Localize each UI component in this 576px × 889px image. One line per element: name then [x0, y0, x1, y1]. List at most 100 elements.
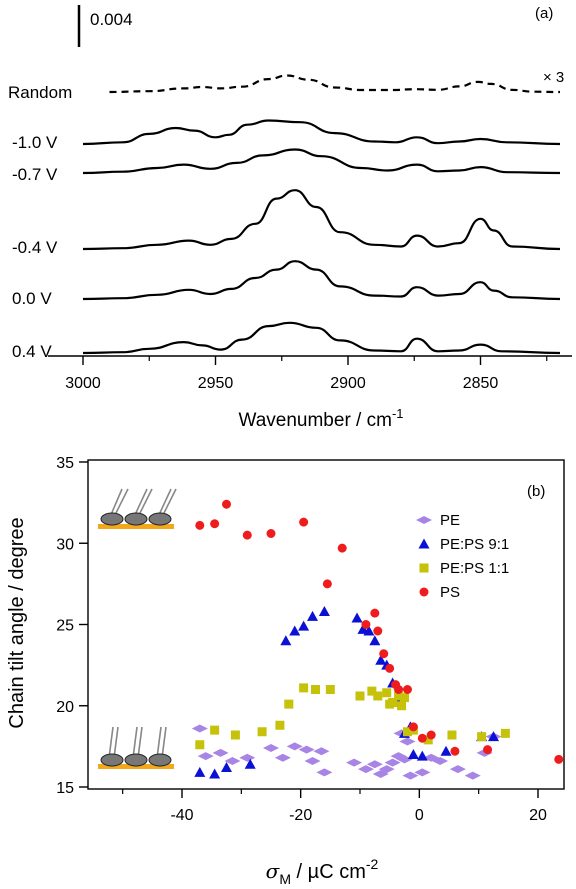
data-point — [298, 745, 315, 754]
panel-b-points — [191, 499, 564, 780]
data-point — [289, 625, 301, 636]
x-tick-label: -20 — [289, 807, 312, 824]
data-point — [416, 750, 428, 761]
data-point — [244, 758, 256, 769]
data-point — [361, 620, 371, 629]
spectrum-label: 0.4 V — [12, 342, 52, 361]
data-point — [230, 730, 240, 740]
legend: PE PE:PS 9:1 PE:PS 1:1 PS — [416, 512, 509, 601]
legend-marker — [416, 516, 432, 524]
data-point — [414, 768, 431, 777]
panel-a-x-ticks: 3000 2950 2900 2850 — [65, 356, 548, 392]
data-point — [399, 737, 416, 746]
data-point — [500, 728, 510, 738]
panel-b-x-axis-title: σM / µC cm-2 — [266, 856, 379, 887]
scale-bar-label: 0.004 — [90, 10, 133, 29]
data-point — [396, 755, 413, 764]
x-tick-label: 2900 — [330, 375, 366, 392]
data-point — [266, 529, 276, 538]
panel-a-curves — [82, 74, 561, 355]
data-point — [402, 727, 412, 737]
data-point — [375, 654, 387, 665]
data-point — [318, 606, 330, 616]
data-point — [242, 530, 252, 540]
data-point — [554, 754, 564, 764]
data-point — [402, 685, 412, 694]
panel-b-x-ticks: -40 -20 0 20 — [122, 789, 547, 824]
random-multiplier-label: × 3 — [543, 69, 564, 86]
sigma-symbol: σ — [266, 859, 281, 883]
data-point — [394, 685, 404, 694]
data-point — [369, 635, 381, 646]
x-tick-label: 0 — [415, 807, 424, 824]
data-point — [337, 543, 347, 553]
spectrum-label: 0.0 V — [12, 289, 52, 308]
data-point — [210, 519, 220, 529]
spectrum-label: -1.0 V — [12, 133, 58, 152]
x-tick-label: 2950 — [198, 375, 234, 392]
x-tick-label: 20 — [529, 807, 547, 824]
data-point — [373, 626, 383, 636]
panel-a-x-axis-title: Wavenumber / cm-1 — [238, 406, 403, 431]
data-point — [382, 688, 392, 698]
legend-marker — [418, 538, 430, 549]
data-point — [222, 499, 231, 509]
data-point — [407, 749, 419, 759]
spectrum-label: -0.4 V — [12, 238, 58, 257]
data-point — [224, 757, 241, 765]
panel-a-x-axis-title-sup: -1 — [392, 406, 404, 421]
panel-b-y-ticks: 15 20 25 30 35 — [56, 455, 88, 797]
legend-marker — [419, 587, 429, 597]
data-point — [274, 753, 291, 762]
data-point — [432, 757, 449, 765]
legend-label: PS — [440, 584, 460, 601]
data-point — [275, 720, 285, 730]
data-point — [209, 768, 221, 779]
data-point — [299, 517, 309, 527]
data-point — [304, 757, 321, 765]
data-point — [397, 701, 407, 711]
data-point — [286, 742, 303, 751]
data-point — [449, 765, 466, 774]
data-point — [426, 730, 436, 740]
data-point — [483, 745, 493, 755]
data-point — [408, 722, 418, 732]
panel-a: 0.004 (a) × 3 Random -1.0 V -0.7 V -0.4 V 0.… — [8, 5, 572, 431]
legend-label: PE:PS 1:1 — [440, 560, 509, 577]
data-point — [346, 758, 363, 767]
data-point — [351, 612, 363, 623]
data-point — [239, 753, 256, 762]
legend-label: PE:PS 9:1 — [440, 536, 509, 553]
panel-a-curve-labels: Random -1.0 V -0.7 V -0.4 V 0.0 V 0.4 V — [8, 83, 72, 361]
data-point — [379, 649, 389, 659]
x-tick-label: -40 — [170, 807, 193, 824]
data-point — [298, 620, 310, 631]
data-point — [450, 746, 460, 756]
data-point — [394, 691, 404, 701]
spectrum-label: Random — [8, 83, 72, 102]
data-point — [423, 735, 433, 745]
panel-b-y-axis-title: Chain tilt angle / degree — [6, 517, 28, 728]
x-tick-label: 2850 — [463, 375, 499, 392]
data-point — [325, 685, 335, 694]
data-point — [385, 699, 395, 709]
data-point — [370, 608, 380, 618]
data-point — [197, 752, 214, 761]
legend-label: PE — [440, 512, 460, 529]
data-point — [366, 760, 383, 769]
data-point — [464, 771, 481, 780]
data-point — [355, 691, 365, 701]
panel-a-label: (a) — [535, 5, 553, 22]
data-point — [367, 686, 377, 696]
data-point — [417, 733, 427, 743]
upright-chain-schematic-icon — [98, 726, 174, 769]
sigma-subscript: M — [279, 871, 291, 887]
data-point — [257, 727, 267, 737]
spectrum-line — [109, 74, 561, 94]
data-point — [400, 693, 409, 703]
y-tick-label: 25 — [56, 618, 74, 635]
panel-b-x-axis-title-main: / µC cm — [291, 861, 366, 883]
data-point — [488, 731, 499, 742]
data-point — [402, 771, 419, 780]
